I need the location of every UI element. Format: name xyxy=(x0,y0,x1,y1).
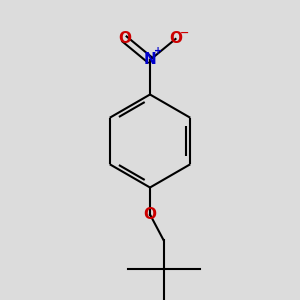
Text: O: O xyxy=(143,207,157,222)
Text: −: − xyxy=(180,27,189,38)
Text: O: O xyxy=(169,32,182,46)
Text: +: + xyxy=(154,46,163,56)
Text: O: O xyxy=(118,32,131,46)
Text: N: N xyxy=(144,52,156,68)
